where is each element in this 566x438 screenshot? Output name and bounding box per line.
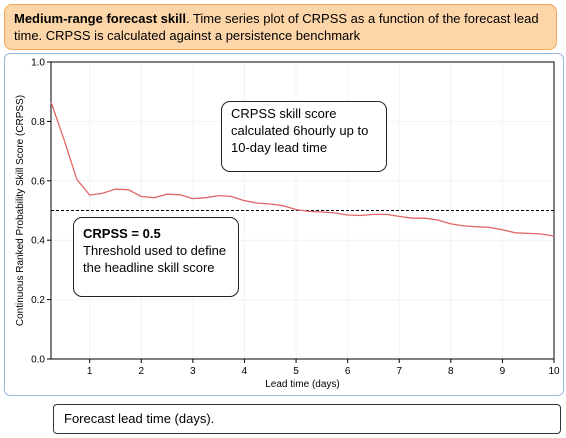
x-tick-label: 9 (500, 366, 506, 377)
x-tick-label: 4 (242, 366, 248, 377)
crpss-series-line (50, 101, 555, 237)
x-tick-label: 8 (448, 366, 454, 377)
x-tick-label: 5 (293, 366, 299, 377)
y-tick-label: 0.0 (31, 355, 45, 366)
y-tick-label: 0.4 (31, 236, 45, 247)
x-tick-label: 3 (190, 366, 196, 377)
y-ticks: 0.0 0.2 0.4 0.6 0.8 1.0 (31, 58, 51, 366)
x-tick-label: 2 (139, 366, 145, 377)
y-tick-label: 1.0 (31, 58, 45, 69)
figure-footer: Forecast lead time (days). (53, 404, 561, 434)
x-tick-label: 6 (345, 366, 351, 377)
x-tick-label: 1 (87, 366, 93, 377)
skill-score-callout: CRPSS skill score calculated 6hourly up … (221, 101, 387, 172)
threshold-title: CRPSS = 0.5 (83, 226, 161, 241)
x-ticks: 1 2 3 4 5 6 7 8 9 10 (87, 359, 560, 377)
x-axis-label: Lead time (days) (265, 379, 339, 390)
skill-score-note: CRPSS skill score calculated 6hourly up … (231, 106, 369, 155)
caption-bold: Medium-range forecast skill (14, 11, 186, 26)
x-tick-label: 7 (396, 366, 402, 377)
threshold-note: Threshold used to define the headline sk… (83, 243, 227, 275)
y-tick-label: 0.6 (31, 176, 45, 187)
y-axis-label: Continuous Ranked Probability Skill Scor… (15, 95, 26, 326)
threshold-callout: CRPSS = 0.5 Threshold used to define the… (73, 217, 239, 297)
y-tick-label: 0.2 (31, 295, 45, 306)
x-tick-label: 10 (548, 366, 560, 377)
caption-text: . Time series plot of CRPSS as a functio… (14, 11, 539, 43)
y-tick-label: 0.8 (31, 117, 45, 128)
figure-caption: Medium-range forecast skill. Time series… (4, 4, 557, 50)
